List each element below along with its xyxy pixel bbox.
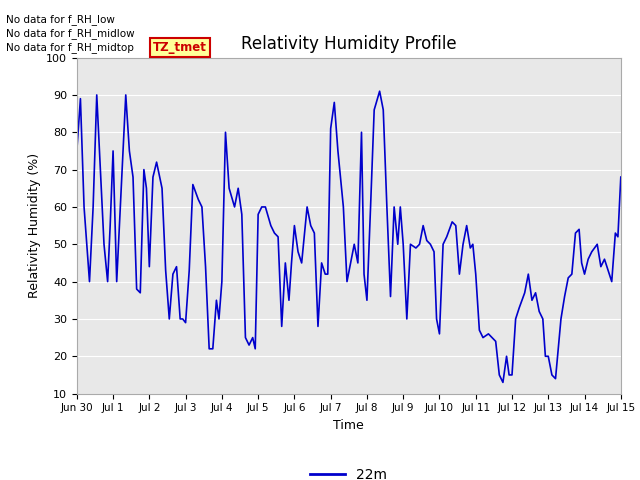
Title: Relativity Humidity Profile: Relativity Humidity Profile	[241, 35, 456, 53]
Legend: 22m: 22m	[305, 462, 393, 480]
Text: TZ_tmet: TZ_tmet	[153, 41, 207, 54]
Text: No data for f_RH_midlow: No data for f_RH_midlow	[6, 28, 135, 39]
X-axis label: Time: Time	[333, 419, 364, 432]
Text: No data for f_RH_low: No data for f_RH_low	[6, 13, 115, 24]
Y-axis label: Relativity Humidity (%): Relativity Humidity (%)	[28, 153, 40, 298]
Text: No data for f_RH_midtop: No data for f_RH_midtop	[6, 42, 134, 53]
